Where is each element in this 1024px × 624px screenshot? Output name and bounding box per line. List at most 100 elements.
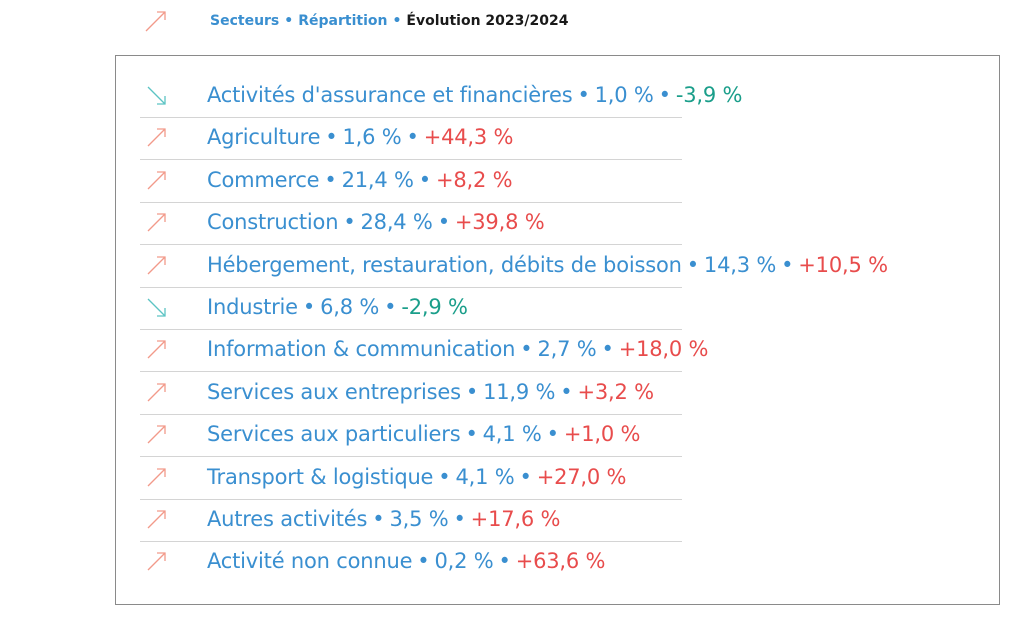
sector-row: Hébergement, restauration, débits de boi…: [140, 246, 888, 288]
row-divider: [140, 498, 682, 500]
sector-share: 14,3 %: [703, 252, 777, 277]
sector-list-panel: Activités d'assurance et financières • 1,0…: [115, 55, 1000, 605]
sector-row-text: Autres activités • 3,5 % • +17,6 %: [207, 507, 560, 531]
separator: •: [372, 507, 385, 531]
sector-row-text: Services aux particuliers • 4,1 % • +1,0 %: [207, 422, 640, 446]
page-header: Secteurs • Répartition • Évolution 2023/2024: [143, 6, 843, 36]
separator: •: [658, 83, 671, 107]
sector-change: +44,3 %: [423, 125, 514, 150]
breadcrumb-current: Évolution 2023/2024: [406, 13, 569, 29]
sector-share: 4,1 %: [482, 422, 542, 447]
sector-label: Transport & logistique: [207, 464, 434, 489]
sector-label: Activité non connue: [207, 549, 413, 574]
sector-share: 2,7 %: [537, 337, 597, 362]
separator: •: [520, 337, 533, 362]
trend-up-icon: [147, 383, 166, 402]
separator: •: [302, 295, 316, 319]
breadcrumb-secteurs[interactable]: Secteurs: [210, 13, 280, 29]
trend-up-icon: [147, 467, 166, 487]
separator: •: [325, 125, 338, 150]
separator: •: [686, 252, 699, 277]
sector-row-text: Industrie • 6,8 % • -2,9 %: [207, 295, 468, 319]
sector-share: 3,5 %: [389, 507, 449, 531]
trend-up-icon: [147, 425, 166, 444]
trend-up-icon: [147, 213, 166, 232]
sector-label: Construction: [207, 210, 339, 235]
sector-row: Services aux particuliers • 4,1 % • +1,0 %: [140, 415, 682, 458]
sector-share: 21,4 %: [341, 167, 414, 192]
sector-label: Hébergement, restauration, débits de boi…: [207, 252, 682, 277]
sector-change: +39,8 %: [454, 210, 545, 235]
sector-row-text: Agriculture • 1,6 % • +44,3 %: [207, 125, 513, 149]
sector-row: Commerce • 21,4 % • +8,2 %: [140, 161, 682, 203]
row-divider: [140, 201, 682, 203]
trend-up-icon: [147, 171, 166, 190]
trend-down-icon: [147, 86, 166, 105]
separator: •: [560, 379, 573, 404]
breadcrumb-repartition[interactable]: Répartition: [298, 13, 388, 29]
breadcrumb: Secteurs • Répartition • Évolution 2023/2024: [210, 13, 568, 29]
sector-change: +63,6 %: [515, 549, 606, 574]
sector-share: 4,1 %: [455, 464, 515, 489]
separator: •: [465, 422, 478, 447]
sector-row-text: Services aux entreprises • 11,9 % • +3,2 %: [207, 380, 654, 404]
trend-up-icon: [147, 128, 166, 147]
separator: •: [465, 379, 479, 404]
separator: •: [418, 167, 431, 192]
sector-change: +8,2 %: [435, 167, 513, 192]
trend-up-icon: [147, 255, 166, 275]
separator: •: [546, 422, 559, 447]
row-divider: [140, 413, 682, 415]
separator: •: [438, 464, 451, 489]
sector-row: Transport & logistique • 4,1 % • +27,0 %: [140, 458, 682, 500]
trend-up-icon: [147, 552, 166, 571]
sector-share: 1,0 %: [594, 83, 654, 107]
separator: •: [417, 549, 430, 574]
row-divider: [140, 371, 682, 373]
sector-label: Autres activités: [207, 507, 368, 531]
row-divider: [140, 329, 682, 330]
separator: •: [577, 83, 590, 107]
sector-row-text: Activité non connue • 0,2 % • +63,6 %: [207, 549, 605, 573]
trend-up-icon: [147, 510, 166, 529]
row-divider: [140, 286, 682, 288]
sector-change: -3,9 %: [675, 83, 743, 107]
sector-row-text: Commerce • 21,4 % • +8,2 %: [207, 167, 513, 192]
separator: •: [324, 167, 337, 192]
sector-row: Activités d'assurance et financières • 1,0…: [140, 76, 742, 118]
row-divider: [140, 244, 682, 246]
sector-row-text: Construction • 28,4 % • +39,8 %: [207, 210, 545, 235]
sector-share: 6,8 %: [320, 295, 380, 319]
sector-share: 0,2 %: [434, 549, 494, 574]
separator: •: [437, 210, 450, 235]
breadcrumb-separator: •: [284, 13, 294, 29]
sector-row: Autres activités • 3,5 % • +17,6 %: [140, 500, 682, 542]
separator: •: [406, 125, 419, 150]
trend-down-icon: [147, 298, 166, 317]
sector-row: Activité non connue • 0,2 % • +63,6 %: [140, 542, 940, 584]
separator: •: [384, 295, 397, 319]
separator: •: [453, 507, 466, 531]
sector-row: Agriculture • 1,6 % • +44,3 %: [140, 118, 682, 161]
sector-share: 11,9 %: [483, 379, 556, 404]
separator: •: [781, 252, 794, 277]
sector-label: Activités d'assurance et financières: [207, 83, 573, 107]
sector-change: +10,5 %: [798, 252, 888, 277]
sector-row-text: Hébergement, restauration, débits de boi…: [207, 253, 888, 277]
separator: •: [498, 549, 511, 574]
sector-row-text: Activités d'assurance et financières • 1,0…: [207, 83, 742, 107]
separator: •: [343, 210, 356, 235]
sector-row: Construction • 28,4 % • +39,8 %: [140, 203, 682, 246]
sector-change: -2,9 %: [401, 295, 468, 319]
sector-row-text: Information & communication • 2,7 % • +18,0 …: [207, 337, 708, 361]
sector-change: +27,0 %: [536, 464, 627, 489]
sector-share: 1,6 %: [342, 125, 402, 150]
trend-up-icon: [145, 11, 166, 32]
sector-label: Services aux particuliers: [207, 422, 461, 447]
separator: •: [601, 337, 614, 362]
sector-row: Information & communication • 2,7 % • +18,0 …: [140, 330, 708, 373]
trend-up-icon: [147, 340, 166, 359]
sector-label: Industrie: [207, 295, 298, 319]
sector-label: Agriculture: [207, 125, 321, 150]
sector-change: +18,0 %: [618, 337, 709, 362]
